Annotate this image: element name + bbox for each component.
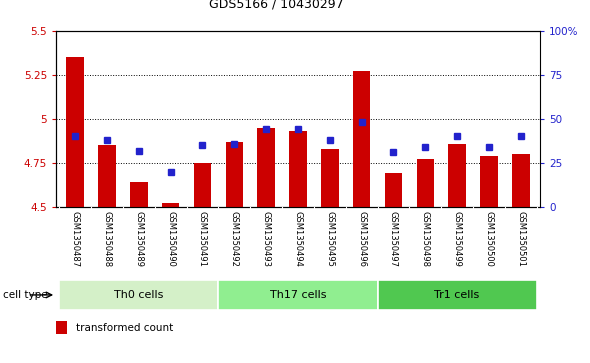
Text: transformed count: transformed count — [76, 323, 173, 333]
Text: GSM1350497: GSM1350497 — [389, 211, 398, 266]
Bar — [385, 174, 402, 207]
Text: Tr1 cells: Tr1 cells — [434, 290, 480, 300]
Text: GSM1350488: GSM1350488 — [103, 211, 112, 267]
Bar — [321, 149, 339, 207]
Text: cell type: cell type — [3, 290, 48, 300]
Text: GSM1350489: GSM1350489 — [135, 211, 143, 266]
Text: GSM1350500: GSM1350500 — [484, 211, 493, 266]
Text: GSM1350498: GSM1350498 — [421, 211, 430, 266]
Text: GSM1350495: GSM1350495 — [325, 211, 335, 266]
Bar — [448, 143, 466, 207]
Bar — [225, 142, 243, 207]
Text: GSM1350501: GSM1350501 — [516, 211, 525, 266]
Text: Th0 cells: Th0 cells — [114, 290, 163, 300]
Bar — [353, 72, 371, 207]
Bar — [59, 280, 218, 310]
Text: GSM1350490: GSM1350490 — [166, 211, 175, 266]
Bar — [98, 145, 116, 207]
Text: GSM1350496: GSM1350496 — [357, 211, 366, 266]
Bar — [257, 128, 275, 207]
Text: GSM1350492: GSM1350492 — [230, 211, 239, 266]
Text: GDS5166 / 10430297: GDS5166 / 10430297 — [209, 0, 344, 11]
Text: Th17 cells: Th17 cells — [270, 290, 326, 300]
Bar — [378, 280, 537, 310]
Bar — [194, 163, 211, 207]
Bar — [67, 57, 84, 207]
Bar — [417, 159, 434, 207]
Text: GSM1350499: GSM1350499 — [453, 211, 461, 266]
Bar — [218, 280, 378, 310]
Bar — [289, 131, 307, 207]
Text: GSM1350493: GSM1350493 — [261, 211, 271, 266]
Bar — [130, 182, 148, 207]
Text: GSM1350494: GSM1350494 — [293, 211, 303, 266]
Bar — [480, 156, 498, 207]
Text: GSM1350491: GSM1350491 — [198, 211, 207, 266]
Text: GSM1350487: GSM1350487 — [71, 211, 80, 267]
Bar — [162, 203, 179, 207]
Bar — [512, 154, 529, 207]
